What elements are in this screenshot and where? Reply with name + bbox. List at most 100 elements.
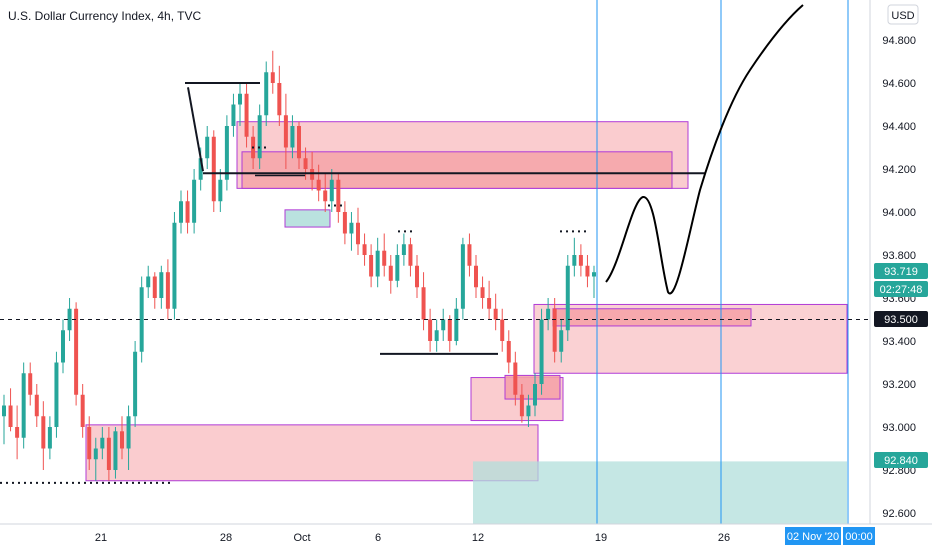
candle-body [270,72,275,83]
candle-body [434,330,439,341]
candle-body [172,222,177,309]
candle-body [146,276,151,288]
candle-body [539,319,544,384]
candle-body [500,319,505,341]
trend-line [187,87,204,172]
price-tick-label: 94.200 [882,164,916,176]
candle-body [61,330,65,363]
candle-body [506,341,511,363]
candle-body [467,244,472,266]
candle-body [179,201,183,223]
price-tag-label: 02:27:48 [880,284,923,296]
time-tick-label: 21 [95,532,107,544]
candle-body [159,272,164,298]
candle-body [211,136,216,202]
price-tick-label: 93.200 [882,379,916,391]
candle-body [401,244,406,255]
candle-body [533,384,537,406]
price-tag [874,281,928,297]
candle-body [336,179,341,212]
candle-body [133,351,138,417]
candle-body [526,405,531,417]
date-tag-label: 02 Nov '20 [787,531,839,543]
price-tick-label: 94.800 [882,35,916,47]
candle-body [152,276,157,298]
candle-body [415,265,419,288]
candle-body [192,179,197,223]
candle-body [224,126,229,180]
candle-body [139,287,144,352]
candle-body [460,244,465,309]
candle-body [238,93,242,105]
time-tick-label: 6 [375,532,381,544]
candle-body [329,179,334,202]
candle-body [264,72,269,116]
time-tag-label: 00:00 [845,531,873,543]
candle-body [8,405,13,427]
candle-body [205,136,210,159]
candle-body [428,319,433,341]
candle-body [106,437,111,470]
candle-body [87,427,92,460]
candle-body [297,126,301,159]
price-tick-label: 92.600 [882,508,916,520]
candle-body [257,115,262,159]
candle-body [165,272,170,309]
time-tick-label: 19 [595,532,607,544]
candle-body [2,405,6,417]
candle-body [47,427,52,449]
price-tick-label: 94.000 [882,207,916,219]
price-tag [874,263,928,279]
candle-body [559,330,564,352]
candle-body [277,83,282,116]
demand-zone-lower [85,424,539,482]
candle-body [454,308,459,341]
price-tick-label: 93.000 [882,422,916,434]
time-tick-label: 12 [472,532,484,544]
time-tick-label: 26 [718,532,730,544]
candle-body [349,222,354,234]
candle-body [244,93,249,137]
candle-body [441,319,446,331]
currency-button[interactable]: USD [887,4,919,25]
price-tick-label: 94.600 [882,78,916,90]
candle-body [487,298,492,309]
price-tag-label: 93.500 [884,314,918,326]
candle-body [93,448,98,460]
target-zone [473,461,847,524]
candle-body [369,255,374,277]
candle-body [388,265,393,281]
candle-body [552,308,557,352]
projected-price-path [605,4,804,295]
candle-body [395,255,400,281]
candle-body [480,287,485,298]
candle-body [15,427,20,438]
currency-button-label: USD [891,10,914,22]
time-tag [843,527,875,545]
candle-body [218,179,223,202]
candle-body [578,255,583,266]
candle-body [67,308,72,331]
candle-body [493,308,498,320]
small-demand-zone [284,209,331,228]
candle-body [126,416,131,449]
candle-body [447,319,452,341]
time-tick-label: Oct [293,532,310,544]
candle-body [34,394,39,417]
candle-body [54,362,59,427]
supply-zone-upper-inner [241,151,673,189]
candle-body [362,244,367,255]
price-tag [874,452,928,468]
candle-body [382,250,387,266]
price-tag-label: 92.840 [884,455,918,467]
candle-body [41,416,46,449]
candle-body [113,431,118,470]
candle-body [303,158,308,169]
candle-body [585,265,590,277]
candle-body [80,394,85,427]
price-tag-label: 93.719 [884,266,918,278]
date-tag [785,527,841,545]
candle-body [592,272,596,277]
